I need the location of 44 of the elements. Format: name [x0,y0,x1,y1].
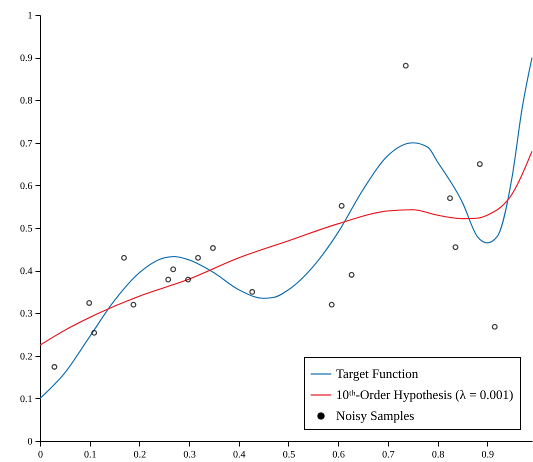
legend-label: Noisy Samples [336,408,414,423]
y-tick-label: 0.4 [20,266,32,278]
y-tick-label: 0.7 [20,138,32,150]
x-tick-label: 0.8 [432,450,444,460]
y-tick-label: 0.3 [20,308,32,320]
y-tick-label: 0.8 [20,96,32,107]
point [210,245,216,251]
y-tick-label: 0.6 [20,180,32,192]
point [348,272,355,278]
y-tick-label: 1 [28,10,32,22]
point [185,276,192,283]
point [249,288,256,295]
point [165,276,172,283]
point [130,302,136,308]
point [170,266,176,272]
y-tick-label: 0.5 [20,224,32,234]
x-tick-label: 0.7 [382,450,395,460]
point [338,202,345,209]
x-tick-label: 0.3 [183,450,196,460]
y-tick-label: 0.1 [20,394,32,405]
x-tick-label: 0.4 [233,450,246,460]
point [86,300,92,306]
point [91,330,98,336]
point [402,62,409,69]
x-tick-label: 0.1 [84,450,96,460]
y-tick-label: 0 [28,436,32,448]
point [328,302,335,308]
point [447,195,453,202]
y-tick-label: 0.2 [20,351,32,362]
point [492,324,498,330]
x-tick-label: 0.2 [134,450,146,460]
legend-label: 10ᵗʰ-Order Hypothesis (λ = 0.001) [336,387,514,402]
point [195,254,202,261]
x-tick-label: 0 [38,450,43,460]
x-tick-label: 0.5 [282,450,296,460]
line-series [39,150,533,346]
point [121,254,127,261]
x-tick-label: 0.9 [482,450,494,460]
point [51,364,58,370]
legend-label: Target Function [336,366,419,381]
x-tick-label: 0.6 [332,450,345,460]
y-tick-label: 0.9 [20,53,32,64]
point [452,244,458,250]
point [476,161,483,168]
